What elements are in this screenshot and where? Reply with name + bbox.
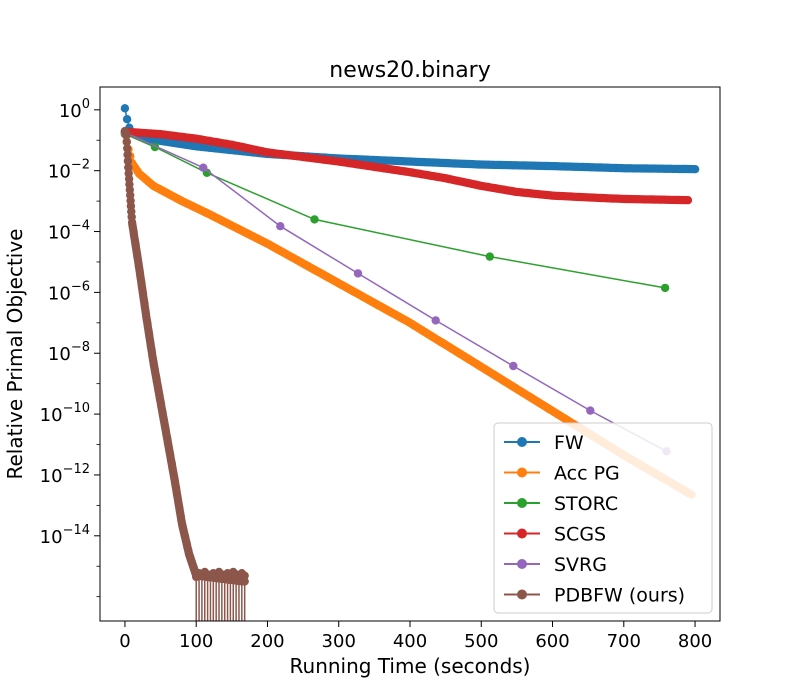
- series-pdbfw-ours: [120, 126, 249, 621]
- legend-swatch-marker: [517, 528, 527, 539]
- legend-label: FW: [554, 432, 584, 454]
- legend-label: SCGS: [554, 524, 606, 546]
- legend-box: [493, 422, 713, 614]
- data-point: [431, 316, 440, 325]
- legend: FW Acc PG STORC SCGS SVRG PDBFW (ours): [493, 422, 713, 614]
- data-point: [122, 115, 132, 124]
- data-point: [485, 252, 494, 261]
- legend-item: PDBFW (ours): [504, 585, 685, 607]
- data-point: [240, 571, 249, 580]
- data-point: [123, 156, 133, 166]
- y-tick-label: 10−12: [40, 462, 90, 487]
- data-point: [122, 137, 131, 147]
- y-axis-label: Relative Primal Objective: [3, 229, 27, 480]
- x-tick-label: 600: [535, 631, 569, 652]
- data-point: [683, 196, 693, 205]
- data-point: [509, 361, 518, 371]
- series-line: [124, 133, 666, 289]
- legend-item: SCGS: [504, 524, 606, 546]
- series-layer: [120, 104, 700, 621]
- data-point: [690, 165, 700, 174]
- legend-swatch-marker: [517, 437, 527, 447]
- y-tick-label: 10−10: [40, 401, 90, 426]
- legend-swatch-marker: [517, 559, 527, 569]
- x-tick-label: 100: [179, 631, 213, 652]
- data-point: [660, 283, 670, 293]
- x-tick-label: 700: [607, 631, 641, 652]
- data-point: [310, 215, 319, 224]
- data-point: [123, 150, 132, 159]
- x-tick-label: 200: [250, 631, 284, 652]
- x-tick-label: 300: [322, 631, 356, 652]
- legend-swatch-marker: [517, 467, 527, 478]
- data-point: [120, 104, 130, 113]
- y-tick-label: 10−6: [48, 279, 90, 304]
- y-tick-label: 10−8: [48, 340, 90, 365]
- legend-label: Acc PG: [554, 463, 620, 485]
- data-point: [123, 144, 132, 153]
- x-tick-label: 800: [678, 631, 712, 652]
- data-point: [586, 406, 595, 415]
- legend-swatch-marker: [517, 589, 527, 600]
- chart-title: news20.binary: [329, 58, 491, 83]
- series-scgs: [120, 127, 693, 205]
- data-point: [276, 222, 285, 231]
- legend-label: PDBFW (ours): [554, 585, 685, 607]
- legend-item: FW: [504, 432, 584, 454]
- data-point: [353, 269, 363, 278]
- legend-item: SVRG: [504, 554, 607, 576]
- y-tick-label: 10−2: [48, 158, 90, 183]
- legend-item: Acc PG: [504, 463, 620, 485]
- x-tick-label: 500: [464, 631, 498, 652]
- x-tick-label: 400: [393, 631, 427, 652]
- y-tick-label: 100: [59, 97, 90, 122]
- series-line: [124, 131, 667, 452]
- series-svrg: [120, 128, 671, 456]
- y-tick-label: 10−4: [48, 219, 90, 244]
- legend-item: STORC: [504, 493, 618, 515]
- data-point: [199, 163, 208, 172]
- legend-swatch-marker: [517, 498, 527, 508]
- x-tick-label: 0: [119, 631, 130, 652]
- legend-label: SVRG: [554, 554, 607, 576]
- x-axis: 0 100 200 300 400 500 600 700 800: [119, 621, 712, 652]
- data-point: [122, 131, 131, 140]
- y-tick-label: 10−14: [40, 523, 90, 548]
- y-axis: 100 10−2 10−4 10−6 10−8 10−10 10−12 10−14: [40, 97, 100, 598]
- legend-label: STORC: [554, 493, 618, 515]
- x-axis-label: Running Time (seconds): [290, 654, 531, 678]
